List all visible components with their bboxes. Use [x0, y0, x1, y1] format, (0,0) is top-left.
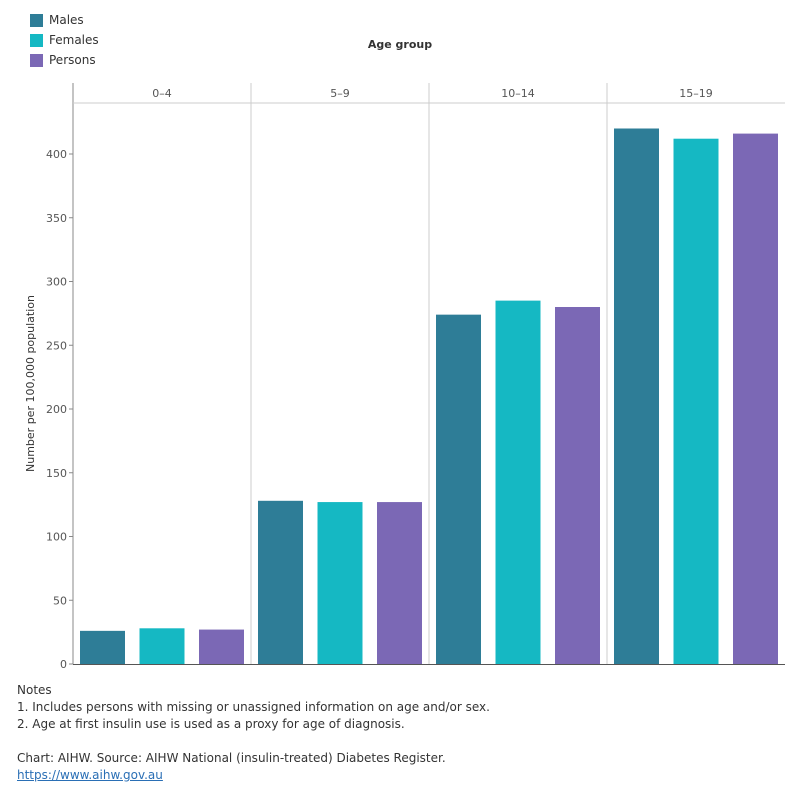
bar-females-2 — [495, 300, 541, 664]
bar-persons-3 — [733, 133, 778, 665]
bar-females-3 — [673, 138, 719, 664]
legend-item-persons[interactable]: Persons — [30, 50, 99, 70]
legend-label-females: Females — [49, 33, 99, 47]
bar-persons-1 — [377, 502, 422, 664]
notes-heading: Notes — [17, 683, 52, 697]
category-label-2: 10–14 — [501, 87, 535, 100]
legend-item-females[interactable]: Females — [30, 30, 99, 50]
legend-swatch-males — [30, 13, 43, 27]
y-tick-label-0: 0 — [60, 658, 67, 671]
legend-swatch-females — [30, 33, 43, 47]
aihw-link[interactable]: https://www.aihw.gov.au — [17, 768, 163, 782]
source-text: Chart: AIHW. Source: AIHW National (insu… — [17, 751, 446, 765]
y-tick-label-50: 50 — [53, 594, 67, 607]
note-line-1: 1. Includes persons with missing or unas… — [17, 700, 490, 714]
bar-females-1 — [317, 502, 363, 664]
legend-item-males[interactable]: Males — [30, 10, 99, 30]
legend-swatch-persons — [30, 53, 43, 67]
bar-persons-2 — [555, 307, 600, 664]
y-tick-label-300: 300 — [46, 276, 67, 289]
notes-spacer — [17, 733, 490, 750]
bar-chart: 0 50 100 150 200 250 300 350 400 Number per 100,0… — [24, 83, 785, 671]
legend-label-persons: Persons — [49, 53, 96, 67]
y-tick-label-400: 400 — [46, 148, 67, 161]
bar-males-3 — [614, 128, 659, 664]
bar-males-0 — [80, 630, 125, 664]
y-tick-label-200: 200 — [46, 403, 67, 416]
bar-persons-0 — [199, 629, 244, 664]
category-label-0: 0–4 — [152, 87, 172, 100]
legend: Males Females Persons — [30, 10, 99, 70]
age-group-header: Age group — [367, 38, 433, 51]
bar-males-2 — [436, 314, 481, 664]
y-tick-label-250: 250 — [46, 339, 67, 352]
y-tick-label-100: 100 — [46, 531, 67, 544]
y-tick-label-350: 350 — [46, 212, 67, 225]
bar-males-1 — [258, 500, 303, 664]
category-label-3: 15–19 — [679, 87, 713, 100]
legend-label-males: Males — [49, 13, 84, 27]
bar-females-0 — [139, 628, 185, 664]
y-axis-label: Number per 100,000 population — [24, 295, 37, 472]
y-tick-label-150: 150 — [46, 467, 67, 480]
note-line-2: 2. Age at first insulin use is used as a… — [17, 717, 405, 731]
category-label-1: 5–9 — [330, 87, 350, 100]
notes: Notes 1. Includes persons with missing o… — [17, 682, 490, 784]
